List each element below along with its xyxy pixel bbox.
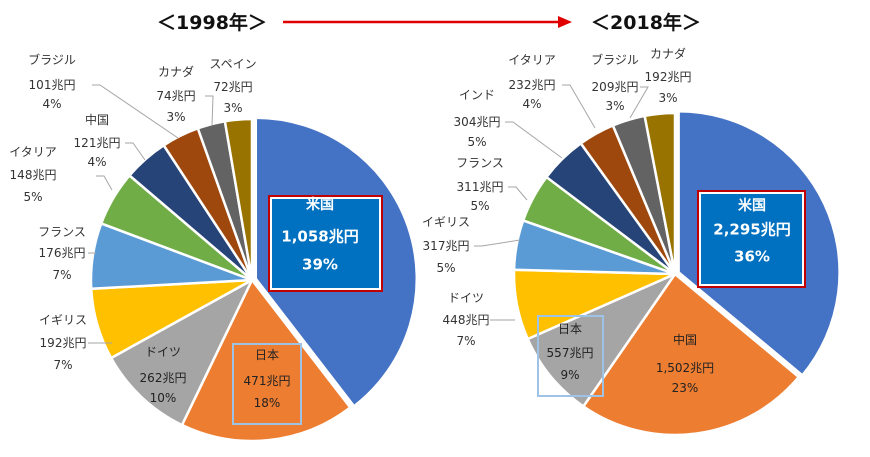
category-label: スペイン xyxy=(209,57,257,71)
pie-slice-1-2 xyxy=(526,271,679,409)
leader-line xyxy=(92,84,179,139)
highlight-box-us xyxy=(268,195,383,292)
category-label: 中国 xyxy=(84,113,110,127)
percent-label: 18% xyxy=(253,396,281,410)
pie-slice-0-2 xyxy=(109,277,255,427)
category-label: ブラジル xyxy=(28,53,76,67)
category-label: 米国 xyxy=(738,198,766,214)
percent-label: 3% xyxy=(166,110,186,124)
percent-label: 5% xyxy=(436,261,456,275)
leader-line xyxy=(96,175,113,191)
percent-label: 7% xyxy=(456,334,476,348)
title-2018: ＜2018年＞ xyxy=(591,12,701,34)
percent-label: 7% xyxy=(52,268,72,282)
percent-label: 10% xyxy=(149,391,177,405)
value-label: 1,502兆円 xyxy=(655,361,715,375)
percent-label: 3% xyxy=(605,99,625,113)
category-label: 日本 xyxy=(254,348,280,362)
category-label: 日本 xyxy=(557,322,583,336)
category-label: イギリス xyxy=(38,313,88,327)
value-label: 121兆円 xyxy=(73,136,121,150)
percent-label: 23% xyxy=(671,381,699,395)
leader-line xyxy=(125,142,146,161)
percent-label: 4% xyxy=(87,155,107,169)
arrow-head-icon xyxy=(558,16,572,28)
percent-label: 9% xyxy=(560,368,580,382)
percent-label: 39% xyxy=(302,255,338,274)
category-label: ブラジル xyxy=(591,53,639,67)
percent-label: 5% xyxy=(467,135,487,149)
percent-label: 5% xyxy=(470,199,490,213)
value-label: 557兆円 xyxy=(546,346,594,360)
value-label: 176兆円 xyxy=(38,246,86,260)
category-label: カナダ xyxy=(157,65,195,79)
value-label: 317兆円 xyxy=(422,239,470,253)
category-label: 中国 xyxy=(672,333,698,347)
category-label: ドイツ xyxy=(144,345,182,359)
value-label: 101兆円 xyxy=(28,78,76,92)
category-label: インド xyxy=(458,88,496,102)
value-label: 471兆円 xyxy=(243,374,291,388)
value-label: 209兆円 xyxy=(591,80,639,94)
pie-slice-1-9 xyxy=(643,111,677,275)
highlight-box-us xyxy=(697,190,806,288)
percent-label: 4% xyxy=(42,97,62,111)
value-label: 262兆円 xyxy=(139,371,187,385)
value-label: 311兆円 xyxy=(456,180,504,194)
value-label: 192兆円 xyxy=(644,70,692,84)
percent-label: 7% xyxy=(53,358,73,372)
category-label: フランス xyxy=(456,156,504,170)
title-1998: ＜1998年＞ xyxy=(157,12,267,34)
percent-label: 3% xyxy=(223,101,243,115)
leader-line xyxy=(562,84,596,129)
value-label: 304兆円 xyxy=(453,115,501,129)
leader-line xyxy=(508,186,528,201)
value-label: 1,058兆円 xyxy=(281,227,359,246)
value-label: 448兆円 xyxy=(442,313,490,327)
value-label: 72兆円 xyxy=(213,80,253,94)
highlight-box-japan xyxy=(537,315,604,397)
percent-label: 5% xyxy=(23,190,43,204)
value-label: 148兆円 xyxy=(9,168,57,182)
value-label: 232兆円 xyxy=(508,78,556,92)
leader-line xyxy=(474,239,521,247)
percent-label: 36% xyxy=(734,247,770,266)
leader-line xyxy=(629,86,649,119)
category-label: カナダ xyxy=(649,47,687,61)
leader-line xyxy=(205,95,214,126)
leader-line xyxy=(505,121,563,159)
value-label: 192兆円 xyxy=(39,336,87,350)
percent-label: 4% xyxy=(522,97,542,111)
category-label: イギリス xyxy=(421,215,471,229)
pie-slice-1-1 xyxy=(581,272,801,437)
category-label: イタリア xyxy=(508,53,556,67)
highlight-box-japan xyxy=(232,343,302,425)
percent-label: 3% xyxy=(658,91,678,105)
category-label: ドイツ xyxy=(447,291,485,305)
value-label: 2,295兆円 xyxy=(713,220,791,239)
category-label: フランス xyxy=(38,225,86,239)
category-label: イタリア xyxy=(9,145,57,159)
value-label: 74兆円 xyxy=(156,89,196,103)
category-label: 米国 xyxy=(306,197,334,213)
pie-slice-0-9 xyxy=(223,117,254,281)
pie-slice-0-1 xyxy=(180,277,353,443)
